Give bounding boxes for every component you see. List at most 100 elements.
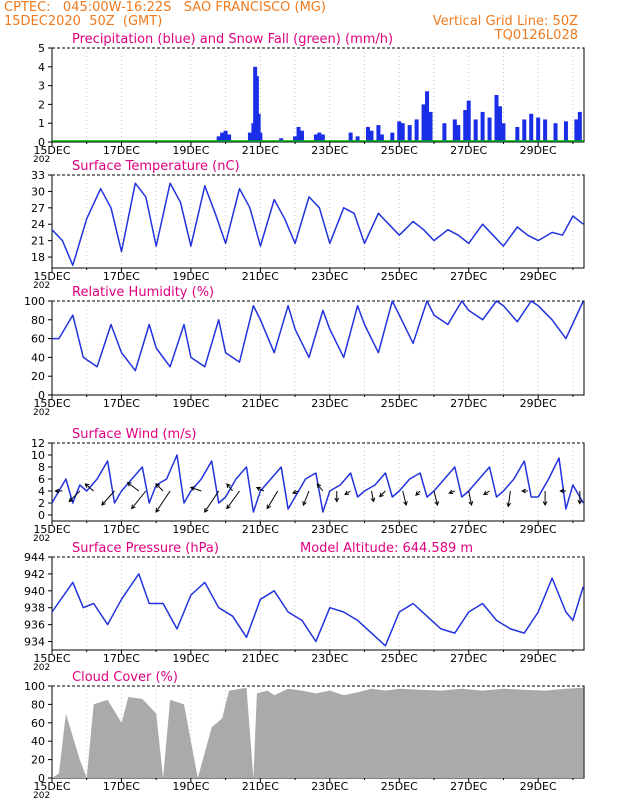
y-tick-label: 4 (38, 61, 45, 74)
x-tick-label: 27DEC (450, 144, 487, 157)
wind-arrow-head (334, 497, 340, 503)
wind-arrow-head (521, 488, 526, 494)
wind-arrow (101, 490, 115, 506)
x-tick-label: 23DEC (311, 397, 348, 410)
panel-2: 0 20 40 60 80 100 15DEC 17DEC 19DEC 21DEC 23DEC 25D… (24, 285, 585, 418)
x-tick-label: 23DEC (311, 780, 348, 793)
wind-arrow (316, 483, 324, 492)
y-tick-label: 100 (24, 295, 45, 308)
x-tick-label: 25DEC (381, 780, 418, 793)
x-tick-label: 21DEC (242, 397, 279, 410)
y-tick-label: 80 (31, 698, 45, 711)
x-tick-label: 19DEC (172, 523, 209, 536)
wind-arrow (256, 487, 265, 492)
x-tick-label: 21DEC (242, 780, 279, 793)
x-tick-label: 19DEC (172, 652, 209, 665)
precip-bar (425, 91, 430, 142)
precip-bar (256, 113, 261, 142)
wind-arrow-head (54, 488, 60, 494)
x-tick-label: 29DEC (520, 144, 557, 157)
wind-arrow-head (370, 497, 376, 503)
wind-arrow-head (434, 501, 439, 507)
wind-arrow-head (101, 500, 106, 506)
panel-title: Surface Wind (m/s) (72, 427, 196, 442)
x-tick-label: 21DEC (242, 270, 279, 283)
year-label: 202 (33, 791, 50, 800)
panel-annotation: Model Altitude: 644.589 m (300, 541, 473, 556)
x-tick-label: 29DEC (520, 270, 557, 283)
wind-arrow (402, 490, 407, 506)
y-tick-label: 12 (31, 437, 45, 450)
x-tick-label: 15DEC (33, 523, 70, 536)
precip-bar (522, 119, 527, 142)
year-label: 202 (33, 663, 50, 673)
series-line (51, 182, 584, 267)
panel-0: 0 1 2 3 4 5 15DEC 17DEC 19DEC 21DEC 23DEC 25DEC 27DE… (33, 32, 585, 165)
year-label: 202 (33, 534, 50, 544)
wind-arrow-head (448, 489, 454, 495)
panel-title: Relative Humidity (%) (72, 285, 214, 300)
header-grid-note: Vertical Grid Line: 50Z (432, 14, 578, 29)
precip-bar (529, 113, 534, 142)
precip-bar (442, 123, 447, 142)
wind-arrow-head (226, 504, 231, 510)
y-tick-label: 4 (38, 485, 45, 498)
x-tick-label: 23DEC (311, 652, 348, 665)
x-tick-label: 15DEC (33, 652, 70, 665)
y-tick-label: 938 (24, 602, 45, 615)
wind-arrow (226, 490, 240, 509)
precip-bar (501, 123, 506, 142)
y-tick-label: 24 (31, 218, 45, 231)
wind-arrow-head (131, 504, 136, 510)
precip-bar (247, 132, 252, 142)
precip-bar (258, 132, 263, 142)
y-tick-label: 6 (38, 473, 45, 486)
x-tick-label: 23DEC (311, 523, 348, 536)
y-tick-label: 33 (31, 169, 45, 182)
panel-title: Surface Pressure (hPa) (72, 541, 219, 556)
x-tick-label: 19DEC (172, 270, 209, 283)
precip-bar (400, 123, 405, 142)
precip-bar (390, 132, 395, 142)
y-tick-label: 10 (31, 449, 45, 462)
panel-title: Surface Temperature (nC) (72, 159, 240, 174)
precip-bar (376, 125, 381, 142)
x-tick-label: 17DEC (103, 780, 140, 793)
series-line (52, 300, 584, 372)
year-label: 202 (33, 408, 50, 418)
wind-arrow-head (302, 500, 307, 506)
wind-arrow-head (379, 492, 384, 498)
y-tick-label: 0 (38, 389, 45, 402)
y-tick-label: 8 (38, 461, 45, 474)
y-tick-label: 21 (31, 235, 45, 248)
header-model: TQ0126L028 (494, 28, 578, 43)
wind-arrow-head (415, 491, 420, 496)
wind-arrow-head (84, 483, 90, 488)
precip-bar (553, 123, 558, 142)
precip-bar (397, 121, 402, 142)
x-tick-label: 19DEC (172, 144, 209, 157)
wind-arrow-head (559, 488, 565, 494)
wind-arrow (127, 482, 140, 492)
x-tick-label: 21DEC (242, 652, 279, 665)
x-tick-label: 19DEC (172, 780, 209, 793)
y-tick-label: 20 (31, 754, 45, 767)
y-tick-label: 2 (38, 497, 45, 510)
series-line (51, 573, 585, 647)
wind-arrow-head (204, 507, 209, 513)
panel-5: 0 20 40 60 80 100 15DEC 17DEC 19DEC 21DEC 23DEC 25D… (24, 670, 585, 800)
y-tick-label: 100 (24, 680, 45, 693)
x-tick-label: 17DEC (103, 523, 140, 536)
precip-bar (463, 110, 468, 142)
x-tick-label: 17DEC (103, 270, 140, 283)
plot-frame (51, 300, 585, 396)
precip-bar (536, 117, 541, 142)
x-tick-label: 29DEC (520, 780, 557, 793)
wind-arrow-head (189, 486, 195, 491)
wind-arrow (483, 490, 490, 495)
wind-arrow-head (266, 504, 271, 510)
wind-arrow-head (542, 501, 548, 507)
x-tick-label: 17DEC (103, 397, 140, 410)
y-tick-label: 0 (38, 136, 45, 149)
